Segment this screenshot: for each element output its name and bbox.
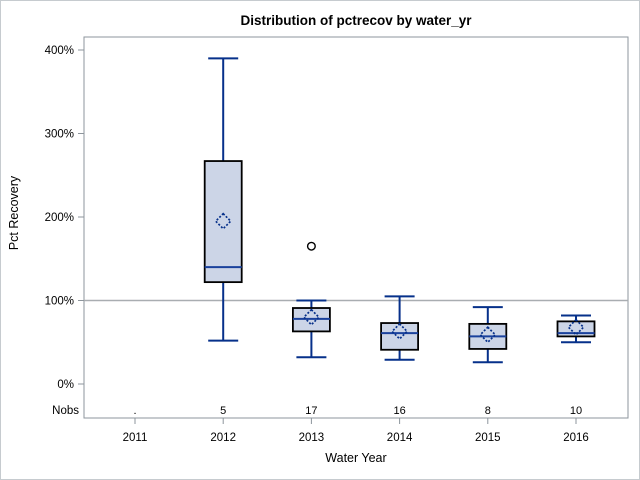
nobs-value: 16 bbox=[393, 405, 405, 417]
plot-frame bbox=[83, 36, 629, 419]
x-axis-title: Water Year bbox=[325, 451, 386, 465]
y-tick-label: 0% bbox=[57, 379, 74, 391]
x-tick-label: 2012 bbox=[210, 432, 236, 444]
y-tick-label: 100% bbox=[45, 296, 74, 308]
x-tick-label: 2016 bbox=[563, 432, 589, 444]
nobs-value: 10 bbox=[570, 405, 582, 417]
y-tick-label: 300% bbox=[45, 129, 74, 141]
iqr-box bbox=[203, 160, 243, 284]
nobs-value: 5 bbox=[220, 405, 226, 417]
nobs-value: . bbox=[133, 405, 136, 417]
x-tick-label: 2014 bbox=[387, 432, 413, 444]
outlier-point bbox=[306, 241, 316, 251]
y-tick-label: 400% bbox=[45, 45, 74, 57]
x-tick-label: 2015 bbox=[475, 432, 501, 444]
y-axis-title: Pct Recovery bbox=[7, 175, 21, 250]
chart-title: Distribution of pctrecov by water_yr bbox=[240, 13, 472, 28]
x-tick-label: 2013 bbox=[299, 432, 325, 444]
iqr-box bbox=[380, 322, 420, 351]
iqr-box bbox=[556, 320, 596, 338]
nobs-value: 8 bbox=[485, 405, 491, 417]
nobs-row-label: Nobs bbox=[52, 405, 79, 417]
y-tick-label: 200% bbox=[45, 212, 74, 224]
nobs-value: 17 bbox=[305, 405, 317, 417]
x-tick-label: 2011 bbox=[123, 432, 148, 444]
plot-area: 0% 100% 200% 300% 400% 2011. 2012 5 2013 17 2014 16… bbox=[45, 36, 629, 444]
